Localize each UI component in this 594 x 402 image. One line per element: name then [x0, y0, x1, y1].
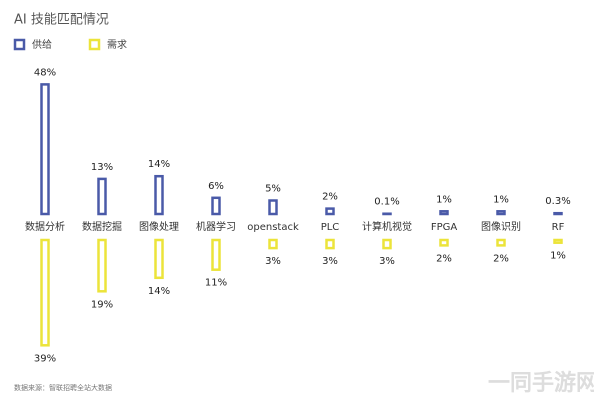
value-label: 1%: [436, 194, 452, 205]
supply-bar: [211, 196, 221, 216]
demand-bar: [40, 238, 50, 347]
chart-title: AI 技能匹配情况: [14, 13, 109, 28]
category-label: 图像处理: [139, 221, 179, 233]
supply-bar: [154, 174, 164, 216]
value-label: 14%: [148, 159, 170, 170]
demand-bar: [553, 238, 563, 244]
watermark: 一同手游网: [488, 370, 594, 396]
category-label: openstack: [247, 222, 299, 233]
value-label: 0.1%: [374, 197, 399, 208]
value-label: 6%: [208, 181, 224, 192]
demand-bar: [97, 238, 107, 293]
supply-bar: [268, 199, 278, 216]
demand-bar: [496, 238, 506, 247]
legend-swatch: [88, 38, 101, 51]
category-label: 数据分析: [25, 220, 65, 233]
value-label: 2%: [322, 192, 338, 203]
value-label: 1%: [493, 194, 509, 205]
legend-label: 需求: [107, 39, 127, 51]
value-label: 39%: [34, 353, 56, 364]
supply-bar: [553, 211, 563, 216]
supply-bar: [439, 210, 449, 216]
demand-bar: [211, 238, 221, 271]
supply-bar: [496, 210, 506, 216]
source-note: 数据来源：智联招聘全站大数据: [14, 383, 112, 392]
category-label: PLC: [321, 222, 340, 233]
legend-swatch: [13, 38, 26, 51]
value-label: 11%: [205, 278, 227, 289]
value-label: 3%: [379, 256, 395, 267]
value-label: 19%: [91, 299, 113, 310]
supply-bar: [325, 207, 335, 216]
value-label: 48%: [34, 67, 56, 78]
legend-label: 供给: [32, 38, 52, 51]
category-label: RF: [552, 222, 565, 233]
value-label: 0.3%: [545, 196, 570, 207]
value-label: 2%: [436, 253, 452, 264]
value-label: 14%: [148, 286, 170, 297]
demand-bar: [439, 238, 449, 247]
category-label: 计算机视觉: [362, 220, 412, 233]
supply-bar: [97, 177, 107, 216]
demand-bar: [154, 238, 164, 280]
demand-bar: [325, 238, 335, 250]
value-label: 2%: [493, 253, 509, 264]
category-label: 图像识别: [481, 221, 521, 233]
demand-bar: [382, 238, 392, 250]
supply-bar: [40, 83, 50, 216]
category-label: 数据挖掘: [82, 220, 122, 233]
value-label: 1%: [550, 251, 566, 262]
category-label: 机器学习: [196, 220, 236, 233]
value-label: 13%: [91, 162, 113, 173]
category-label: FPGA: [431, 222, 458, 233]
value-label: 3%: [322, 256, 338, 267]
value-label: 5%: [265, 184, 281, 195]
demand-bar: [268, 238, 278, 250]
value-label: 3%: [265, 256, 281, 267]
